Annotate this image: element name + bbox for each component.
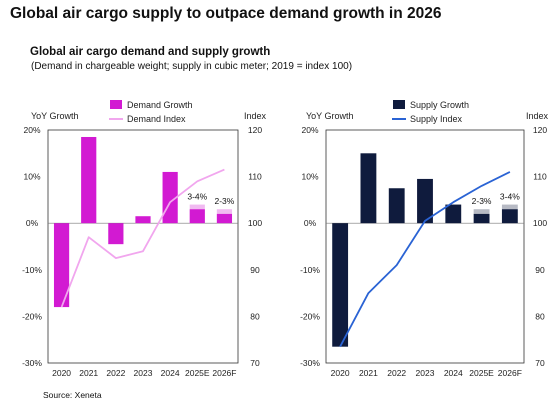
y2-tick-label: 110: [533, 172, 547, 182]
legend-label-line: Supply Index: [410, 114, 463, 124]
x-tick-label: 2026F: [212, 368, 236, 378]
range-annotation: 2-3%: [472, 196, 492, 206]
y2-tick-label: 100: [533, 218, 547, 228]
x-tick-label: 2020: [52, 368, 71, 378]
y2-tick-label: 120: [533, 125, 547, 135]
left-axis-title: YoY Growth: [31, 111, 79, 121]
index-line: [339, 171, 511, 348]
bar-range: [189, 204, 205, 210]
y2-tick-label: 80: [250, 311, 260, 321]
headline: Global air cargo supply to outpace deman…: [10, 5, 442, 22]
y2-tick-label: 70: [250, 358, 260, 368]
y-tick-label: 20%: [23, 125, 40, 135]
legend-swatch-bar: [110, 100, 122, 109]
bar: [445, 204, 462, 224]
y2-tick-label: 70: [535, 358, 545, 368]
y2-tick-label: 120: [248, 125, 262, 135]
x-tick-label: 2020: [331, 368, 350, 378]
bar-range: [473, 209, 490, 214]
bar: [332, 223, 349, 347]
left-axis-title: YoY Growth: [306, 111, 354, 121]
y-tick-label: 0%: [26, 218, 39, 228]
legend-label-line: Demand Index: [127, 114, 186, 124]
bar: [135, 216, 151, 224]
x-tick-label: 2025E: [185, 368, 210, 378]
x-tick-label: 2025E: [469, 368, 494, 378]
x-tick-label: 2024: [444, 368, 463, 378]
legend-swatch-bar: [393, 100, 405, 109]
range-annotation: 3-4%: [500, 192, 520, 202]
x-tick-label: 2021: [79, 368, 98, 378]
x-tick-label: 2022: [106, 368, 125, 378]
y-tick-label: 20%: [301, 125, 318, 135]
right-axis-title: Index: [244, 111, 267, 121]
y-tick-label: -20%: [300, 311, 320, 321]
y-tick-label: 10%: [23, 172, 40, 182]
bar: [216, 213, 233, 224]
bar: [108, 223, 124, 245]
source-note: Source: Xeneta: [43, 390, 102, 400]
range-annotation: 3-4%: [187, 192, 207, 202]
y-tick-label: -10%: [22, 265, 42, 275]
y-tick-label: -30%: [22, 358, 42, 368]
chart-group: YoY Growth Index 20% 10% 0% -10% -20% -30% 120 11…: [300, 100, 549, 378]
legend-label-bar: Demand Growth: [127, 100, 193, 110]
bar: [360, 153, 377, 224]
bar: [501, 209, 518, 224]
plot-frame: [47, 129, 239, 364]
bar-range: [501, 204, 518, 210]
y2-tick-label: 80: [535, 311, 545, 321]
chart-group: YoY Growth Index 20% 10% 0% -10% -20% -30% 120 11…: [22, 100, 267, 378]
y-tick-label: 0%: [304, 218, 317, 228]
range-annotation: 2-3%: [215, 196, 235, 206]
x-tick-label: 2026F: [498, 368, 522, 378]
bar-range: [216, 209, 233, 214]
chart-subtitle: Global air cargo demand and supply growt…: [30, 46, 271, 58]
index-line: [60, 168, 225, 308]
bar: [417, 178, 433, 224]
legend-label-bar: Supply Growth: [410, 100, 469, 110]
bar: [53, 223, 70, 308]
x-tick-label: 2024: [161, 368, 180, 378]
y2-tick-label: 90: [535, 265, 545, 275]
x-tick-label: 2021: [359, 368, 378, 378]
x-tick-label: 2023: [134, 368, 153, 378]
y2-tick-label: 100: [248, 218, 262, 228]
y-tick-label: -20%: [22, 311, 42, 321]
plot-frame: [325, 129, 525, 364]
bar: [388, 188, 405, 224]
y-tick-label: 10%: [301, 172, 318, 182]
right-axis-title: Index: [526, 111, 549, 121]
chart-note: (Demand in chargeable weight; supply in …: [31, 61, 353, 72]
y-tick-label: -10%: [300, 265, 320, 275]
bar: [473, 213, 490, 224]
bar: [81, 136, 97, 224]
y2-tick-label: 110: [248, 172, 262, 182]
x-tick-label: 2023: [416, 368, 435, 378]
bar: [189, 209, 205, 224]
y-tick-label: -30%: [300, 358, 320, 368]
x-tick-label: 2022: [387, 368, 406, 378]
y2-tick-label: 90: [250, 265, 260, 275]
